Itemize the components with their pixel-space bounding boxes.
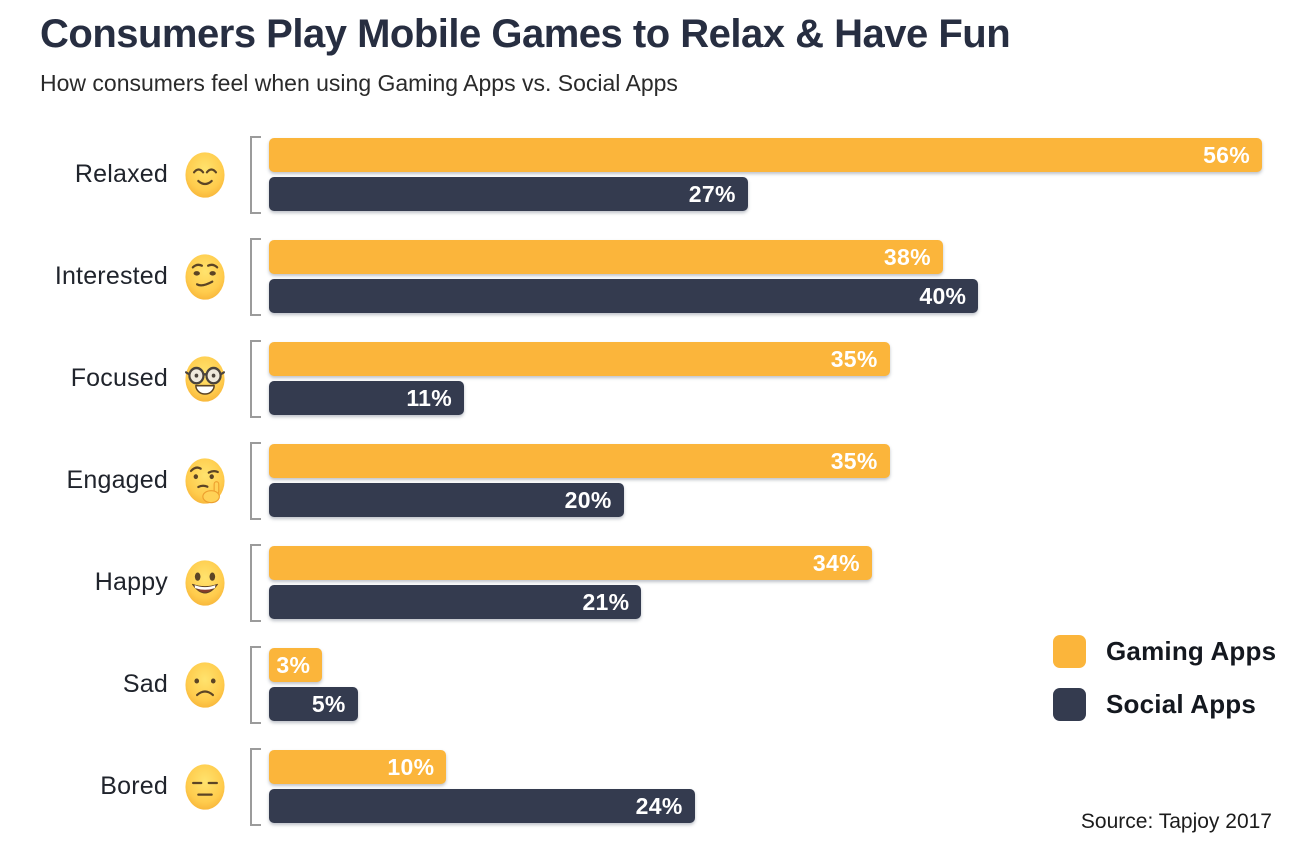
social-apps-bar: 20%	[269, 483, 624, 517]
row-bracket	[250, 135, 261, 214]
source-note: Source: Tapjoy 2017	[1080, 810, 1272, 833]
chart-row: Bored 10% 24%	[40, 747, 1262, 826]
row-bracket	[250, 441, 261, 520]
page-subtitle: How consumers feel when using Gaming App…	[40, 70, 678, 96]
category-label: Sad	[122, 670, 168, 698]
bar-value-label: 40%	[919, 282, 967, 309]
row-bracket	[250, 237, 261, 316]
gaming-apps-swatch-icon	[1053, 635, 1086, 668]
category-label: Relaxed	[74, 160, 168, 188]
page-title: Consumers Play Mobile Games to Relax & H…	[40, 12, 1011, 56]
nerd-face-emoji	[183, 355, 227, 403]
legend: Gaming Apps Social Apps	[1053, 635, 1276, 741]
gaming-apps-bar: 38%	[269, 240, 943, 274]
bar-value-label: 10%	[387, 753, 435, 780]
chart-row: Sad 3% 5%	[40, 645, 1262, 724]
legend-item-social-apps: Social Apps	[1053, 688, 1276, 721]
social-apps-bar: 24%	[269, 789, 695, 823]
bar-track: 38% 40%	[269, 240, 1262, 313]
bar-value-label: 35%	[830, 345, 878, 372]
smirking-face-emoji	[183, 253, 227, 301]
expressionless-face-emoji	[183, 763, 227, 811]
chart-row: Happy 34% 21%	[40, 543, 1262, 622]
gaming-apps-bar: 3%	[269, 648, 323, 682]
category-label: Interested	[54, 262, 168, 290]
bar-value-label: 35%	[830, 447, 878, 474]
category-label: Focused	[70, 364, 168, 392]
row-bracket	[250, 339, 261, 418]
bar-value-label: 11%	[406, 384, 453, 411]
chart-row: Interested 38% 40%	[40, 237, 1262, 316]
gaming-apps-bar: 34%	[269, 546, 872, 580]
category-label: Happy	[94, 568, 168, 596]
chart-row: Relaxed 56% 27%	[40, 135, 1262, 214]
grinning-face-emoji	[183, 559, 227, 607]
legend-label: Gaming Apps	[1106, 636, 1277, 666]
bar-value-label: 38%	[883, 243, 931, 270]
row-bracket	[250, 747, 261, 826]
header: Consumers Play Mobile Games to Relax & H…	[0, 0, 1309, 96]
social-apps-bar: 27%	[269, 177, 748, 211]
social-apps-bar: 40%	[269, 279, 979, 313]
chart: Relaxed 56% 27% Interested 38% 40% Focused 35% 1…	[0, 135, 1309, 826]
frowning-face-emoji	[183, 661, 227, 709]
bar-value-label: 5%	[311, 690, 346, 717]
category-label: Engaged	[66, 466, 168, 494]
gaming-apps-bar: 35%	[269, 444, 890, 478]
bar-value-label: 34%	[812, 549, 860, 576]
row-bracket	[250, 543, 261, 622]
gaming-apps-bar: 56%	[269, 138, 1262, 172]
gaming-apps-bar: 10%	[269, 750, 447, 784]
bar-track: 3% 5%	[269, 648, 1262, 721]
chart-row: Engaged 35% 20%	[40, 441, 1262, 520]
social-apps-bar: 21%	[269, 585, 642, 619]
social-apps-bar: 11%	[269, 381, 465, 415]
thinking-face-emoji	[183, 457, 227, 505]
bar-track: 10% 24%	[269, 750, 1262, 823]
social-apps-bar: 5%	[269, 687, 358, 721]
bar-track: 35% 20%	[269, 444, 1262, 517]
row-bracket	[250, 645, 261, 724]
gaming-apps-bar: 35%	[269, 342, 890, 376]
bar-track: 35% 11%	[269, 342, 1262, 415]
bar-value-label: 27%	[688, 180, 736, 207]
bar-value-label: 3%	[276, 651, 311, 678]
bar-value-label: 56%	[1203, 141, 1250, 168]
bar-value-label: 21%	[582, 588, 630, 615]
bar-track: 34% 21%	[269, 546, 1262, 619]
social-apps-swatch-icon	[1053, 688, 1086, 721]
chart-row: Focused 35% 11%	[40, 339, 1262, 418]
bar-value-label: 20%	[564, 486, 612, 513]
legend-item-gaming-apps: Gaming Apps	[1053, 635, 1276, 668]
category-label: Bored	[100, 772, 168, 800]
legend-label: Social Apps	[1106, 689, 1257, 719]
bar-track: 56% 27%	[269, 138, 1262, 211]
relieved-face-emoji	[183, 151, 227, 199]
bar-value-label: 24%	[635, 792, 683, 819]
